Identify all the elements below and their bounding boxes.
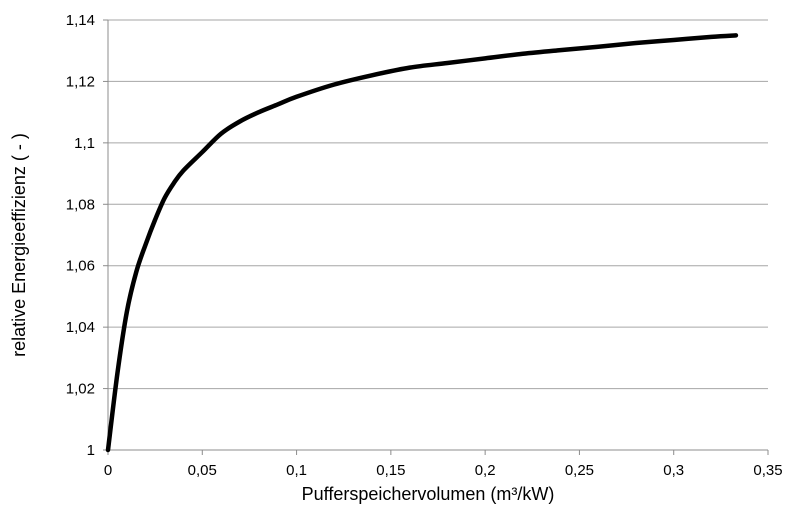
y-tick-label: 1,12: [66, 73, 95, 90]
x-tick-label: 0,35: [753, 462, 782, 479]
series-line: [105, 33, 739, 453]
gridlines: [108, 19, 768, 390]
x-tick-label: 0,05: [188, 462, 217, 479]
y-tick-label: 1,1: [74, 135, 95, 152]
x-tick-label: 0,15: [376, 462, 405, 479]
x-tick-label: 0: [104, 462, 112, 479]
tick-labels: 1 1,02 1,04 1,06 1,08 1,1 1,12 1,14 0 0,05 0,1 0,15…: [66, 12, 783, 479]
x-axis-title: Pufferspeichervolumen (m³/kW): [302, 484, 555, 504]
x-tick-label: 0,25: [565, 462, 594, 479]
y-tick-label: 1,02: [66, 381, 95, 398]
x-tick-label: 0,2: [475, 462, 496, 479]
axes: [103, 19, 769, 455]
y-tick-label: 1,06: [66, 258, 95, 275]
x-tick-label: 0,1: [286, 462, 307, 479]
x-tick-label: 0,3: [663, 462, 684, 479]
y-axis-title: relative Energieeffizienz ( - ): [9, 133, 29, 357]
y-tick-label: 1: [87, 442, 95, 459]
y-tick-label: 1,08: [66, 196, 95, 213]
series: [105, 33, 739, 453]
y-tick-label: 1,14: [66, 12, 95, 29]
y-tick-label: 1,04: [66, 319, 95, 336]
